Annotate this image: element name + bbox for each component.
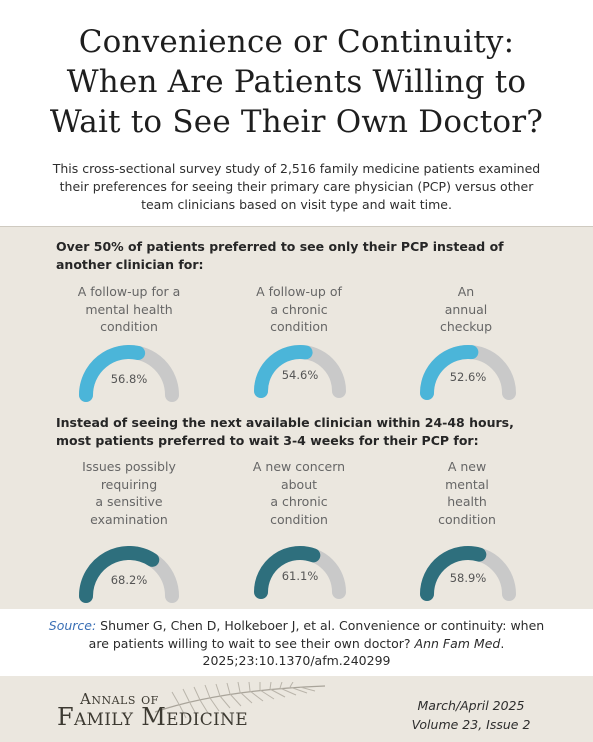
gauge-fill: [420, 345, 479, 400]
gauge-label-new-mental-health: A new mental health condition: [438, 459, 496, 527]
gauge-fill: [79, 546, 160, 603]
gauge-value: 61.1%: [282, 569, 319, 583]
journal-logo-bottom: Family Medicine: [57, 703, 248, 731]
issue-info: March/April 2025 Volume 23, Issue 2: [406, 696, 536, 734]
gauge-value: 68.2%: [111, 573, 148, 587]
gauge-mental-followup: 56.8%: [79, 345, 179, 402]
title-line: When Are Patients Willing to: [66, 64, 527, 100]
source-text: Shumer G, Chen D, Holkeboer J, et al. Co…: [88, 618, 545, 651]
header: Convenience or Continuity: When Are Pati…: [0, 0, 593, 227]
feather-logo-icon: [154, 682, 326, 719]
gauge-sensitive-exam: 68.2%: [79, 546, 179, 603]
gauge-label-chronic-followup: A follow-up of a chronic condition: [256, 284, 342, 335]
issue-volume: Volume 23, Issue 2: [411, 717, 531, 732]
gauge-fill: [79, 345, 146, 402]
gauge-annual-checkup: 52.6%: [420, 345, 516, 400]
gauge-new-chronic-concern: 61.1%: [254, 546, 346, 599]
intro-text: This cross-sectional survey study of 2,5…: [52, 161, 541, 212]
issue-date: March/April 2025: [417, 698, 525, 713]
gauge-fill: [254, 546, 321, 599]
gauge-label-mental-followup: A follow-up for a mental health conditio…: [77, 284, 181, 335]
page-title: Convenience or Continuity: When Are Pati…: [0, 22, 593, 142]
source-tail: . 2025;23:10.1370/afm.240299: [202, 635, 505, 669]
findings-panel: [0, 227, 593, 609]
gauge-value: 56.8%: [111, 372, 148, 386]
journal-logo-top: Annals of: [80, 690, 159, 708]
section-heading-wait: Instead of seeing the next available cli…: [56, 415, 514, 448]
gauge-label-sensitive-exam: Issues possibly requiring a sensitive ex…: [82, 459, 176, 527]
footer: Annals of Family Medicine March/April 20…: [0, 676, 593, 742]
title-line: Wait to See Their Own Doctor?: [49, 104, 544, 140]
source-citation: Source: Shumer G, Chen D, Holkeboer J, e…: [40, 617, 553, 670]
gauge-fill: [254, 345, 313, 398]
title-line: Convenience or Continuity:: [78, 24, 515, 60]
source-journal: Ann Fam Med: [414, 635, 501, 651]
gauge-chronic-followup: 54.6%: [254, 345, 346, 398]
gauge-label-new-chronic-concern: A new concern about a chronic condition: [252, 459, 346, 527]
gauge-fill: [420, 546, 487, 601]
section-heading-pcp-only: Over 50% of patients preferred to see on…: [56, 239, 504, 272]
gauge-value: 52.6%: [450, 370, 487, 384]
source-label: Source:: [48, 618, 97, 633]
gauge-value: 58.9%: [450, 571, 487, 585]
gauge-value: 54.6%: [282, 368, 319, 382]
gauge-new-mental-health: 58.9%: [420, 546, 516, 601]
gauge-label-annual-checkup: An annual checkup: [439, 284, 493, 335]
